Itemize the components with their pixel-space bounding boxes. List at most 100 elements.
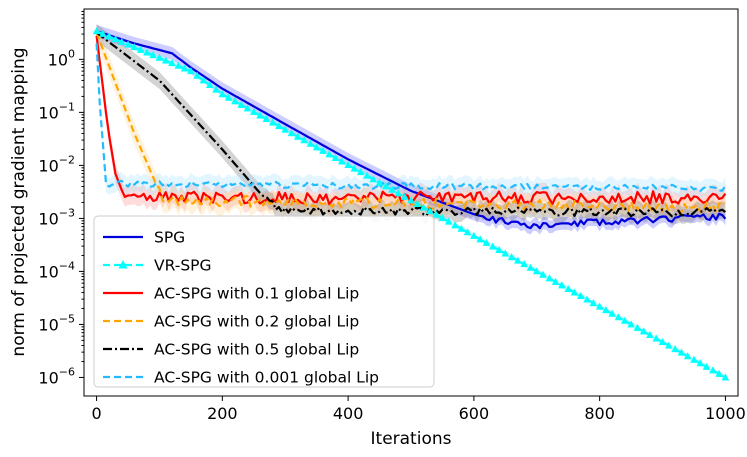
series-marker [237, 100, 246, 108]
series-marker [570, 288, 579, 296]
series-marker [105, 32, 113, 40]
series-marker [287, 129, 296, 137]
series-marker [683, 352, 692, 360]
series-marker [268, 118, 277, 126]
series-marker [174, 61, 183, 69]
legend-item: AC-SPG with 0.001 global Lip [103, 369, 379, 387]
legend-item: AC-SPG with 0.2 global Lip [103, 313, 359, 331]
series-marker [602, 306, 610, 314]
series-marker [356, 168, 365, 176]
series-marker [187, 67, 195, 75]
y-tick-label: 10−2 [38, 153, 75, 175]
legend-label: AC-SPG with 0.5 global Lip [154, 341, 359, 359]
legend-label: AC-SPG with 0.001 global Lip [154, 369, 379, 387]
series-marker [451, 221, 459, 229]
series-marker [426, 207, 434, 215]
series-marker [262, 115, 271, 123]
x-tick-label: 200 [207, 404, 238, 423]
series-marker [130, 43, 139, 51]
series-marker [168, 59, 176, 67]
series-marker [558, 281, 566, 289]
series-line-6 [95, 43, 727, 192]
series-marker [149, 51, 157, 59]
legend: SPG VR-SPG AC-SPG with 0.1 global Lip AC-SP… [93, 215, 435, 388]
series-marker [143, 48, 151, 56]
series-marker [193, 71, 201, 79]
legend-label: SPG [154, 229, 185, 247]
legend-item: AC-SPG with 0.1 global Lip [103, 285, 359, 303]
series-marker [608, 309, 617, 317]
series-line-1 [96, 30, 727, 230]
series-marker [350, 164, 359, 172]
series-marker [495, 245, 503, 253]
series-marker [621, 316, 629, 324]
series-marker [564, 284, 573, 292]
y-tick-label: 10−4 [38, 259, 75, 281]
series-marker [633, 323, 642, 331]
series-marker [231, 97, 239, 105]
series-marker [338, 157, 346, 165]
series-marker [294, 132, 302, 140]
y-tick-label: 10−6 [38, 365, 75, 387]
series-marker [224, 93, 233, 101]
series-marker [482, 238, 491, 246]
series-marker [539, 270, 547, 278]
series-marker [117, 37, 126, 45]
legend-item: VR-SPG [103, 257, 212, 275]
series-marker [476, 235, 484, 243]
series-marker [470, 231, 478, 239]
legend-label: AC-SPG with 0.1 global Lip [154, 285, 359, 303]
series-marker [526, 263, 535, 271]
series-marker [369, 175, 378, 183]
band-1 [96, 24, 726, 235]
series-marker [501, 249, 510, 257]
x-tick-label: 0 [91, 404, 101, 423]
legend-label: VR-SPG [154, 257, 212, 275]
series-marker [281, 125, 290, 133]
series-marker [627, 320, 635, 328]
series-marker [614, 313, 623, 321]
series-marker [161, 56, 170, 64]
series-marker [319, 146, 327, 154]
series-marker [99, 29, 107, 37]
series-marker [275, 122, 283, 130]
series-marker [325, 150, 334, 158]
series-marker [652, 334, 661, 342]
legend-label: AC-SPG with 0.2 global Lip [154, 313, 359, 331]
series-marker [249, 107, 258, 115]
series-marker [702, 362, 711, 370]
series-marker [199, 76, 208, 84]
series-marker [545, 274, 554, 282]
series-marker [394, 189, 403, 197]
series-marker [514, 256, 522, 264]
series-marker [180, 64, 189, 72]
series-marker [463, 228, 472, 236]
series-marker [507, 253, 516, 261]
series-line-5 [95, 31, 727, 218]
y-tick-label: 10−1 [38, 100, 75, 122]
series-marker [111, 35, 120, 43]
x-axis-label: Iterations [371, 429, 452, 449]
series-marker [388, 185, 396, 193]
series-marker [532, 267, 541, 275]
series-marker [400, 192, 409, 200]
series-marker [256, 111, 264, 119]
series-marker [344, 161, 352, 169]
series-marker [488, 242, 497, 250]
y-axis-label: norm of projected gradient mapping [9, 47, 29, 356]
series-marker [457, 224, 466, 232]
series-marker [243, 104, 252, 112]
x-tick-label: 1000 [705, 404, 746, 423]
series-marker [92, 27, 101, 35]
legend-item: AC-SPG with 0.5 global Lip [103, 341, 359, 359]
series-marker [444, 217, 453, 225]
series-marker [520, 260, 528, 268]
series-marker [432, 210, 440, 218]
x-axis-ticks: 0 200 400 600 800 1000 [91, 396, 746, 423]
series-marker [124, 40, 132, 48]
series-marker [438, 214, 447, 222]
series-marker [155, 53, 164, 61]
y-tick-label: 10−3 [38, 206, 75, 228]
legend-item: SPG [103, 229, 185, 247]
